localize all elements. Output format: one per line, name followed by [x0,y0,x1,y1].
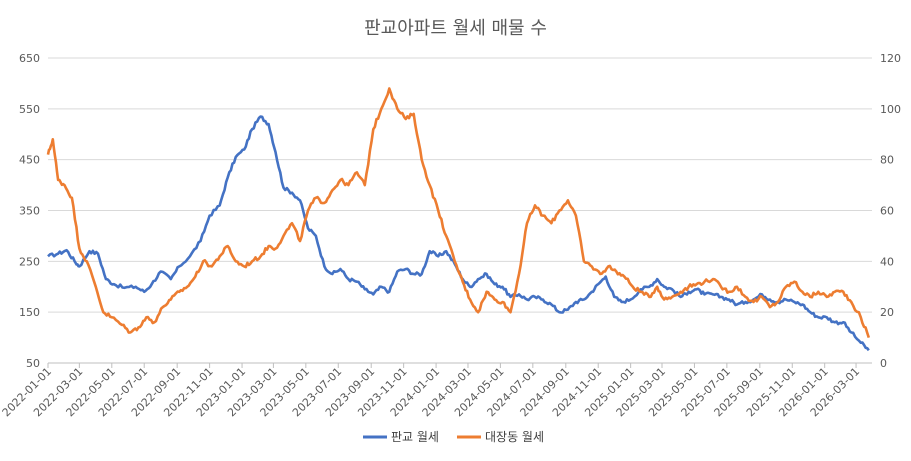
y-right-tick-label: 0 [880,357,887,370]
y-left-tick-label: 550 [19,103,40,116]
y-left-tick-label: 150 [19,306,40,319]
y-left-tick-label: 450 [19,154,40,167]
y-right-tick-label: 20 [880,306,894,319]
series-lines [46,87,871,352]
y-left-tick-label: 350 [19,205,40,218]
series-line-1 [47,115,870,352]
y-right-tick-label: 60 [880,205,894,218]
y-right-tick-label: 80 [880,154,894,167]
chart-title: 판교아파트 월세 매물 수 [364,18,547,39]
y-left-tick-label: 250 [19,255,40,268]
legend-label-1: 판교 월세 [391,430,439,444]
y-left-tick-label: 50 [26,357,40,370]
series-line-2 [46,87,871,339]
y-axis-left-ticks: 50 150 250 350 450 550 650 [19,52,40,370]
y-right-tick-label: 100 [880,103,901,116]
y-right-tick-label: 120 [880,52,901,65]
y-left-tick-label: 650 [19,52,40,65]
gridlines [48,57,872,364]
y-right-tick-label: 40 [880,255,894,268]
y-axis-right-ticks: 0 20 40 60 80 100 120 [880,52,901,370]
legend-label-2: 대장동 월세 [485,430,544,444]
legend: 판교 월세 대장동 월세 [363,430,544,444]
x-axis-ticks: 2022-01-012022-03-012022-05-012022-07-01… [0,363,862,419]
